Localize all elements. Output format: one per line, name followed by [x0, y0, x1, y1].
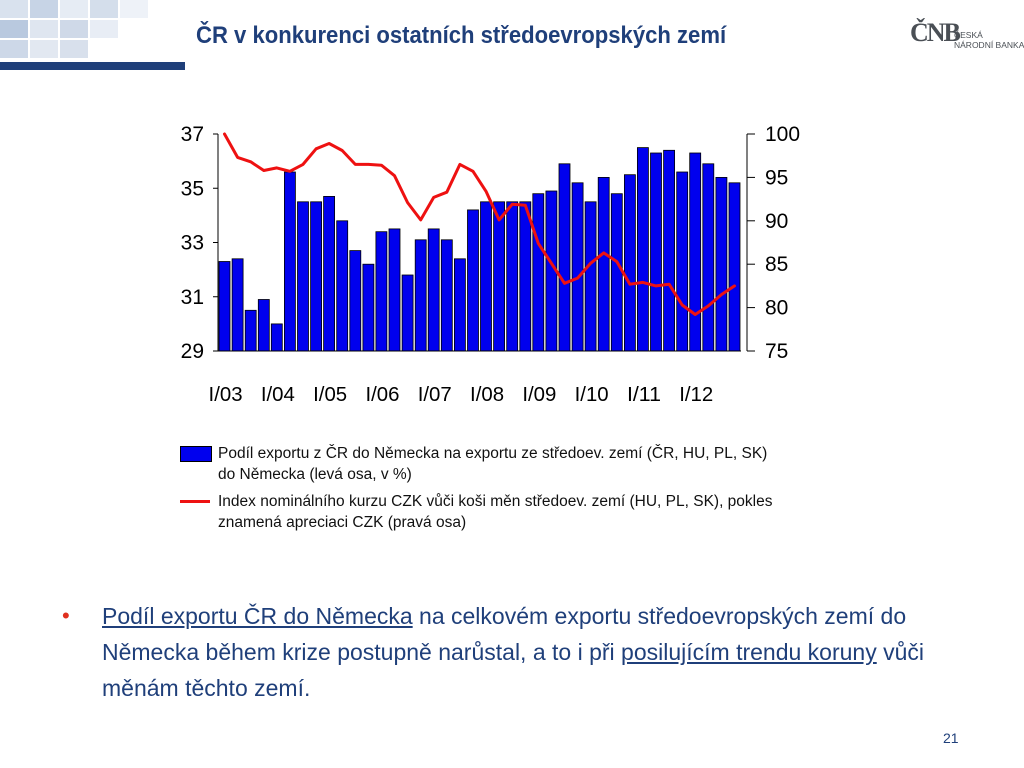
chart-bar — [362, 263, 375, 352]
x-tick-label: I/12 — [679, 384, 713, 406]
corner-decoration — [0, 0, 185, 70]
chart-bar — [663, 149, 676, 352]
y-right-tick-label: 85 — [765, 253, 788, 276]
chart-bar — [676, 171, 689, 352]
chart-bar — [401, 274, 414, 352]
logo-line-1: ČESKÁ — [954, 30, 983, 40]
legend-item-bars: Podíl exportu z ČR do Německa na exportu… — [180, 443, 820, 485]
x-tick-label: I/06 — [365, 384, 399, 406]
x-tick-label: I/07 — [418, 384, 452, 406]
cnb-logo: ČNB ČESKÁ NÁRODNÍ BANKA — [910, 18, 1024, 64]
chart-bar — [414, 239, 427, 352]
y-right-tick-label: 100 — [765, 123, 800, 146]
chart-bar — [388, 228, 401, 352]
logo-mark: ČNB — [910, 18, 961, 47]
chart-bar — [375, 231, 388, 352]
x-tick-label: I/05 — [313, 384, 347, 406]
chart-bar — [610, 193, 623, 352]
y-left-tick-label: 31 — [181, 286, 204, 309]
chart-bar — [728, 182, 741, 352]
x-tick-label: I/04 — [261, 384, 295, 406]
y-right-tick-label: 95 — [765, 166, 788, 189]
legend-label-bars: Podíl exportu z ČR do Německa na exportu… — [218, 445, 768, 483]
chart-line-series — [223, 132, 736, 316]
bullet-point: • Podíl exportu ČR do Německa na celkové… — [62, 598, 982, 706]
chart-bar — [231, 258, 244, 352]
chart-bar — [297, 201, 309, 352]
y-right-tick-label: 75 — [765, 340, 788, 363]
chart-bar — [310, 201, 323, 352]
chart-bar — [323, 196, 336, 352]
chart-bar — [480, 201, 492, 352]
x-tick-label: I/03 — [209, 384, 243, 406]
chart-bar — [532, 193, 545, 352]
bullet-link-koruna-trend[interactable]: posilujícím trendu koruny — [621, 639, 877, 665]
chart-svg: 29 31 33 35 37 75 80 85 90 95 100 I/03 I/04 I/05 I/06 I… — [181, 123, 800, 406]
chart-bar — [349, 250, 362, 352]
chart-bar — [519, 201, 532, 352]
chart-bar — [493, 201, 506, 352]
chart-bar — [427, 228, 440, 352]
chart-bar — [715, 177, 728, 352]
chart-bar — [467, 209, 479, 352]
chart-bar — [244, 309, 257, 352]
chart-bar — [650, 152, 662, 352]
bullet-text-part-2: vůči měnám těchto zemí. — [102, 639, 925, 701]
legend-label-line: Index nominálního kurzu CZK vůči koši mě… — [218, 493, 773, 531]
chart-bar — [571, 182, 584, 352]
bullet-text: Podíl exportu ČR do Německa na celkovém … — [102, 598, 982, 706]
chart-legend: Podíl exportu z ČR do Německa na exportu… — [180, 443, 820, 539]
legend-swatch-bar — [180, 446, 212, 462]
chart-bar — [284, 171, 296, 352]
x-tick-label: I/09 — [522, 384, 556, 406]
y-left-tick-label: 35 — [181, 177, 204, 200]
y-left-tick-label: 37 — [181, 123, 204, 146]
chart-bar — [506, 201, 519, 352]
bullet-text-part-1: na celkovém exportu středoevropských zem… — [102, 603, 907, 665]
chart-bar — [584, 201, 597, 352]
chart-bar — [257, 299, 270, 352]
chart-bar — [689, 152, 702, 352]
slide-title: ČR v konkurenci ostatních středoevropský… — [196, 22, 727, 49]
legend-item-line: Index nominálního kurzu CZK vůči koši mě… — [180, 491, 820, 533]
chart-bar — [558, 163, 571, 352]
chart-bar — [623, 174, 636, 352]
bullet-dot-icon: • — [62, 603, 70, 628]
chart-bar — [702, 163, 715, 352]
chart-bar — [440, 239, 453, 352]
page-number: 21 — [943, 730, 959, 746]
logo-line-2: NÁRODNÍ BANKA — [954, 40, 1024, 50]
legend-swatch-line — [180, 500, 210, 503]
chart-bar — [597, 177, 610, 352]
bullet-link-export-share[interactable]: Podíl exportu ČR do Německa — [102, 603, 413, 629]
chart-bar — [636, 147, 649, 352]
y-left-tick-label: 33 — [181, 232, 204, 255]
chart-bar — [336, 220, 349, 352]
y-right-tick-label: 80 — [765, 297, 788, 320]
chart-bar — [270, 323, 283, 352]
y-right-tick-label: 90 — [765, 210, 788, 233]
x-tick-label: I/11 — [627, 384, 661, 406]
y-left-tick-label: 29 — [181, 340, 204, 363]
chart: 29 31 33 35 37 75 80 85 90 95 100 I/03 I/04 I/05 I/06 I… — [160, 110, 820, 410]
x-tick-label: I/10 — [575, 384, 609, 406]
x-tick-label: I/08 — [470, 384, 504, 406]
chart-bar — [218, 261, 231, 352]
chart-bar — [453, 258, 466, 352]
